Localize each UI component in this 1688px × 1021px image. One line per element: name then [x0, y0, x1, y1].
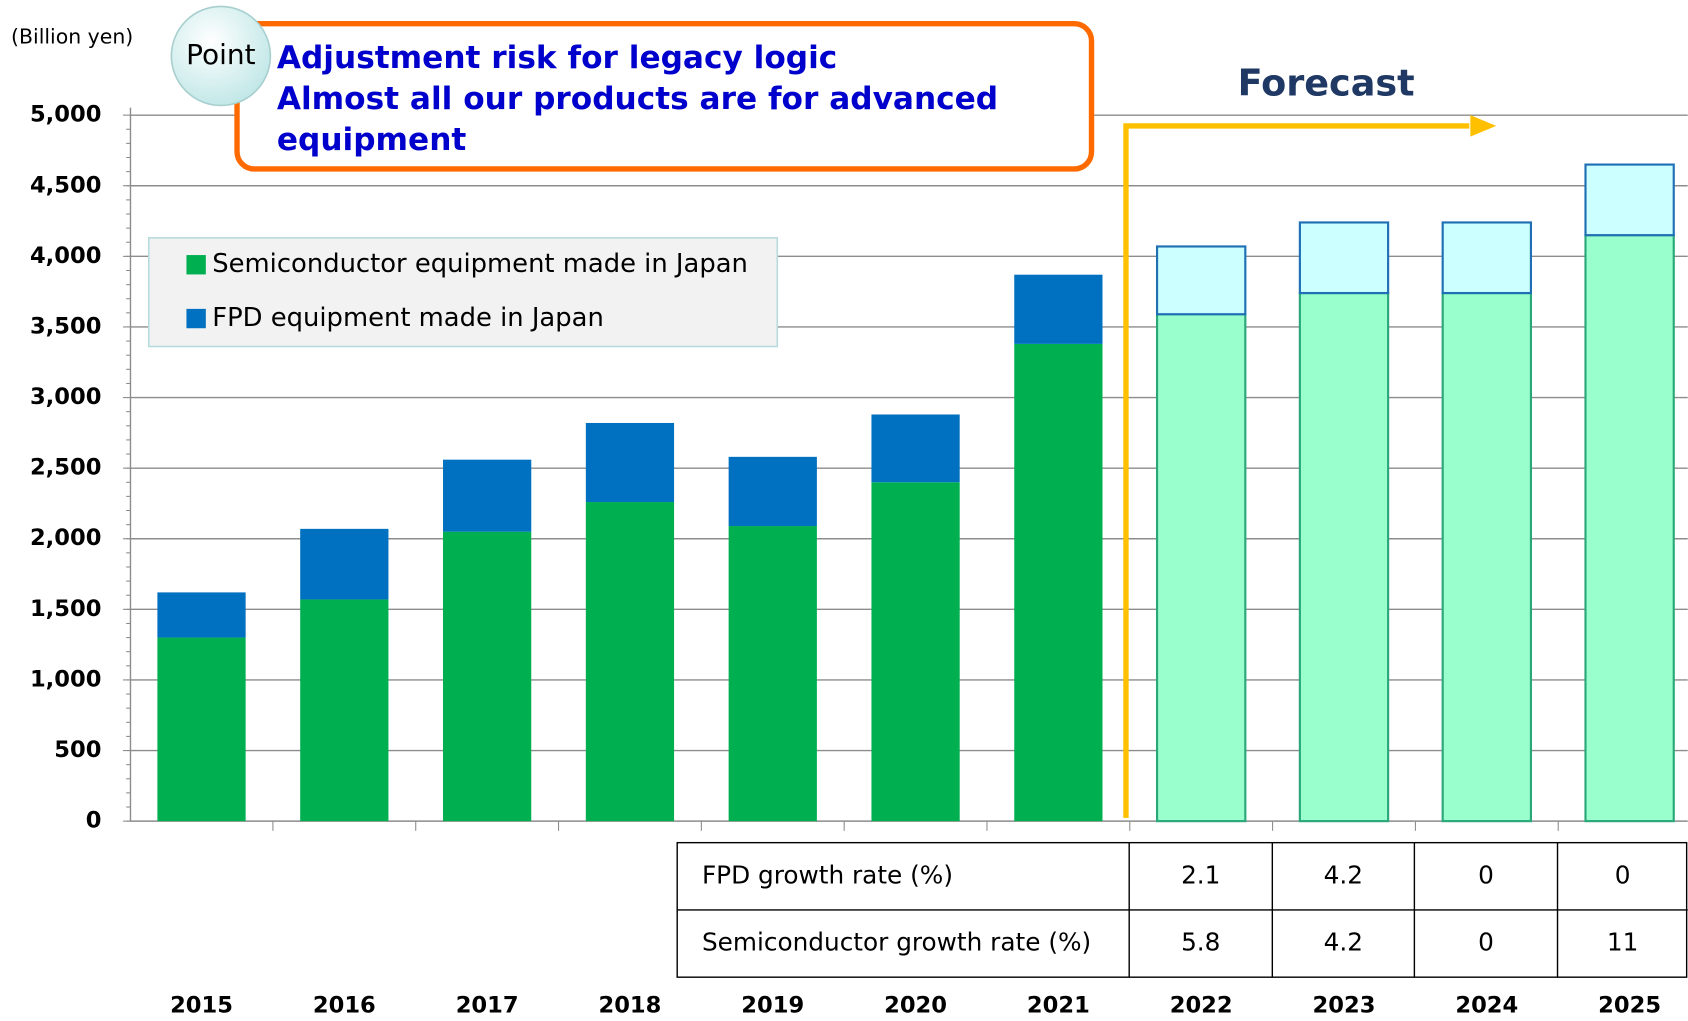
- bar-segment: [1014, 274, 1103, 344]
- legend-swatch: [186, 308, 206, 329]
- y-tick-label: 4,500: [30, 172, 101, 198]
- point-label: Point: [186, 38, 255, 71]
- forecast-label: Forecast: [1238, 62, 1415, 105]
- legend-box: [147, 237, 779, 348]
- x-tick-label: 2022: [1170, 993, 1233, 1017]
- bar-segment: [585, 422, 675, 503]
- y-tick-label: 2,000: [30, 525, 101, 551]
- forecast-arrowhead: [1470, 115, 1497, 137]
- y-tick-label: 1,000: [30, 666, 101, 692]
- bar-segment: [1298, 221, 1390, 295]
- table-cell: 0: [1478, 928, 1494, 957]
- bar-segment: [585, 502, 675, 822]
- bar-segment: [1014, 343, 1103, 822]
- x-tick-label: 2020: [884, 993, 947, 1017]
- bar-segment: [157, 637, 246, 822]
- bar-segment: [871, 414, 960, 483]
- x-tick-label: 2015: [170, 993, 233, 1017]
- bar-segment: [1298, 291, 1390, 823]
- bar-segment: [871, 482, 960, 822]
- x-tick-label: 2023: [1313, 993, 1376, 1017]
- y-tick-label: 0: [86, 808, 102, 834]
- bar-segment: [728, 526, 817, 822]
- bar-segment: [1155, 245, 1247, 316]
- bar-segment: [728, 456, 817, 527]
- unit-label: (Billion yen): [11, 25, 133, 49]
- y-tick-label: 3,000: [30, 384, 101, 410]
- legend-swatch: [186, 255, 206, 275]
- y-tick-label: 500: [54, 737, 101, 763]
- table-cell: 2.1: [1181, 860, 1220, 889]
- y-tick-label: 3,500: [30, 313, 101, 339]
- bar-segment: [300, 599, 389, 822]
- bar-segment: [1155, 313, 1247, 823]
- legend-label: FPD equipment made in Japan: [212, 303, 604, 333]
- x-tick-label: 2017: [456, 993, 519, 1017]
- callout-text: Almost all our products are for advanced: [277, 81, 998, 117]
- callout-text: Adjustment risk for legacy logic: [277, 40, 837, 76]
- table-cell: 4.2: [1324, 860, 1363, 889]
- callout-text: equipment: [277, 122, 467, 158]
- bar-segment: [1584, 234, 1675, 823]
- bar-segment: [300, 528, 389, 600]
- table-cell: 0: [1478, 860, 1494, 889]
- table-row-label: FPD growth rate (%): [702, 860, 953, 889]
- legend-label: Semiconductor equipment made in Japan: [212, 249, 748, 279]
- x-tick-label: 2025: [1598, 993, 1661, 1017]
- bar-segment: [1441, 221, 1533, 295]
- x-tick-label: 2024: [1455, 993, 1518, 1017]
- x-tick-label: 2018: [599, 993, 662, 1017]
- table-cell: 5.8: [1181, 928, 1220, 957]
- table-cell: 0: [1615, 860, 1631, 889]
- bar-segment: [443, 459, 532, 532]
- table-cell: 4.2: [1324, 928, 1363, 957]
- bar-segment: [157, 592, 246, 638]
- y-tick-label: 2,500: [30, 455, 101, 481]
- bar-segment: [1441, 291, 1533, 823]
- x-tick-label: 2016: [313, 993, 376, 1017]
- table-row-label: Semiconductor growth rate (%): [702, 928, 1091, 957]
- x-tick-label: 2019: [741, 993, 804, 1017]
- x-tick-label: 2021: [1027, 993, 1090, 1017]
- bar-segment: [1584, 163, 1675, 237]
- y-tick-label: 5,000: [30, 102, 101, 128]
- y-tick-label: 1,500: [30, 596, 101, 622]
- table-cell: 11: [1607, 928, 1639, 957]
- point-badge: [170, 5, 272, 107]
- y-tick-label: 4,000: [30, 243, 101, 269]
- bar-segment: [443, 531, 532, 822]
- forecast-arrow: [1123, 123, 1470, 818]
